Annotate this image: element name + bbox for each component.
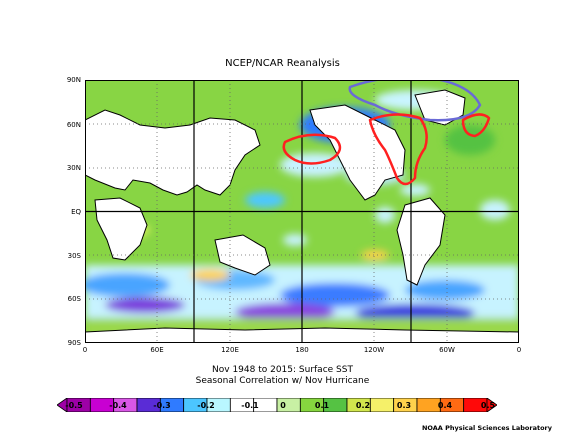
lon-label-0-end: 0	[516, 346, 522, 354]
lat-label-60s: 60S	[67, 295, 81, 303]
credit-text: NOAA Physical Sciences Laboratory	[421, 424, 552, 432]
red-outline-north-america	[368, 113, 428, 186]
north-america-land	[309, 104, 406, 201]
lat-label-eq: EQ	[71, 208, 81, 216]
map-frame	[85, 80, 519, 343]
lon-label-180: 180	[295, 346, 309, 354]
africa-land	[94, 197, 148, 261]
red-outline-north-atlantic	[461, 113, 491, 138]
hand-drawn-annotations	[282, 80, 491, 186]
colorbar-label: 0.1	[314, 401, 330, 410]
colorbar-label: -0.4	[109, 401, 127, 410]
lon-label-120e: 120E	[221, 346, 239, 354]
colorbar-label: -0.1	[241, 401, 259, 410]
australia-land	[214, 234, 271, 276]
colorbar-label: -0.2	[197, 401, 215, 410]
lat-label-60n: 60N	[66, 121, 81, 129]
colorbar-label: -0.5	[65, 401, 83, 410]
colorbar-label: 0.4	[437, 401, 453, 410]
correlation-field	[85, 80, 519, 343]
red-outline-north-pacific	[282, 133, 342, 165]
colorbar	[57, 398, 497, 412]
eurasia-land	[85, 109, 261, 196]
lon-label-60e: 60E	[150, 346, 164, 354]
colorbar-label: 0	[280, 401, 286, 410]
map-title: NCEP/NCAR Reanalysis	[225, 58, 340, 69]
lon-label-0: 0	[82, 346, 88, 354]
lat-label-30s: 30S	[67, 252, 81, 260]
lat-label-30n: 30N	[66, 164, 81, 172]
subtitle-description: Seasonal Correlation w/ Nov Hurricane	[195, 376, 370, 386]
south-america-land	[396, 197, 446, 286]
lat-label-90n: 90N	[66, 76, 81, 84]
colorbar-high-arrow	[486, 398, 497, 412]
colorbar-label: 0.2	[355, 401, 371, 410]
blue-outline	[348, 80, 482, 122]
lon-label-60w: 60W	[439, 346, 455, 354]
sst-correlation-map	[85, 80, 519, 343]
lat-label-90s: 90S	[67, 339, 81, 347]
subtitle-period: Nov 1948 to 2015: Surface SST	[212, 365, 353, 375]
colorbar-label: 0.3	[396, 401, 412, 410]
lon-label-120w: 120W	[363, 346, 385, 354]
colorbar-label: -0.3	[153, 401, 171, 410]
colorbar-label: 0.5	[480, 401, 496, 410]
